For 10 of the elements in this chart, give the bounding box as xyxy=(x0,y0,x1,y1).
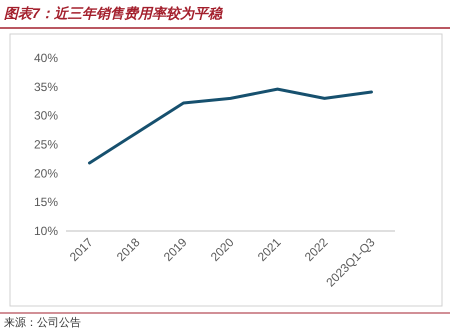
y-tick-label: 20% xyxy=(34,166,58,180)
line-series xyxy=(88,88,373,164)
chart-title: 图表7：近三年销售费用率较为平稳 xyxy=(4,5,223,21)
y-tick-label: 10% xyxy=(34,224,58,238)
y-tick-label: 25% xyxy=(34,138,58,152)
y-tick-label: 15% xyxy=(34,195,58,210)
y-tick-label: 40% xyxy=(34,51,58,65)
source-note: 来源：公司公告 xyxy=(4,316,81,329)
y-tick-label: 35% xyxy=(34,80,58,94)
y-tick-label: 30% xyxy=(34,108,58,123)
